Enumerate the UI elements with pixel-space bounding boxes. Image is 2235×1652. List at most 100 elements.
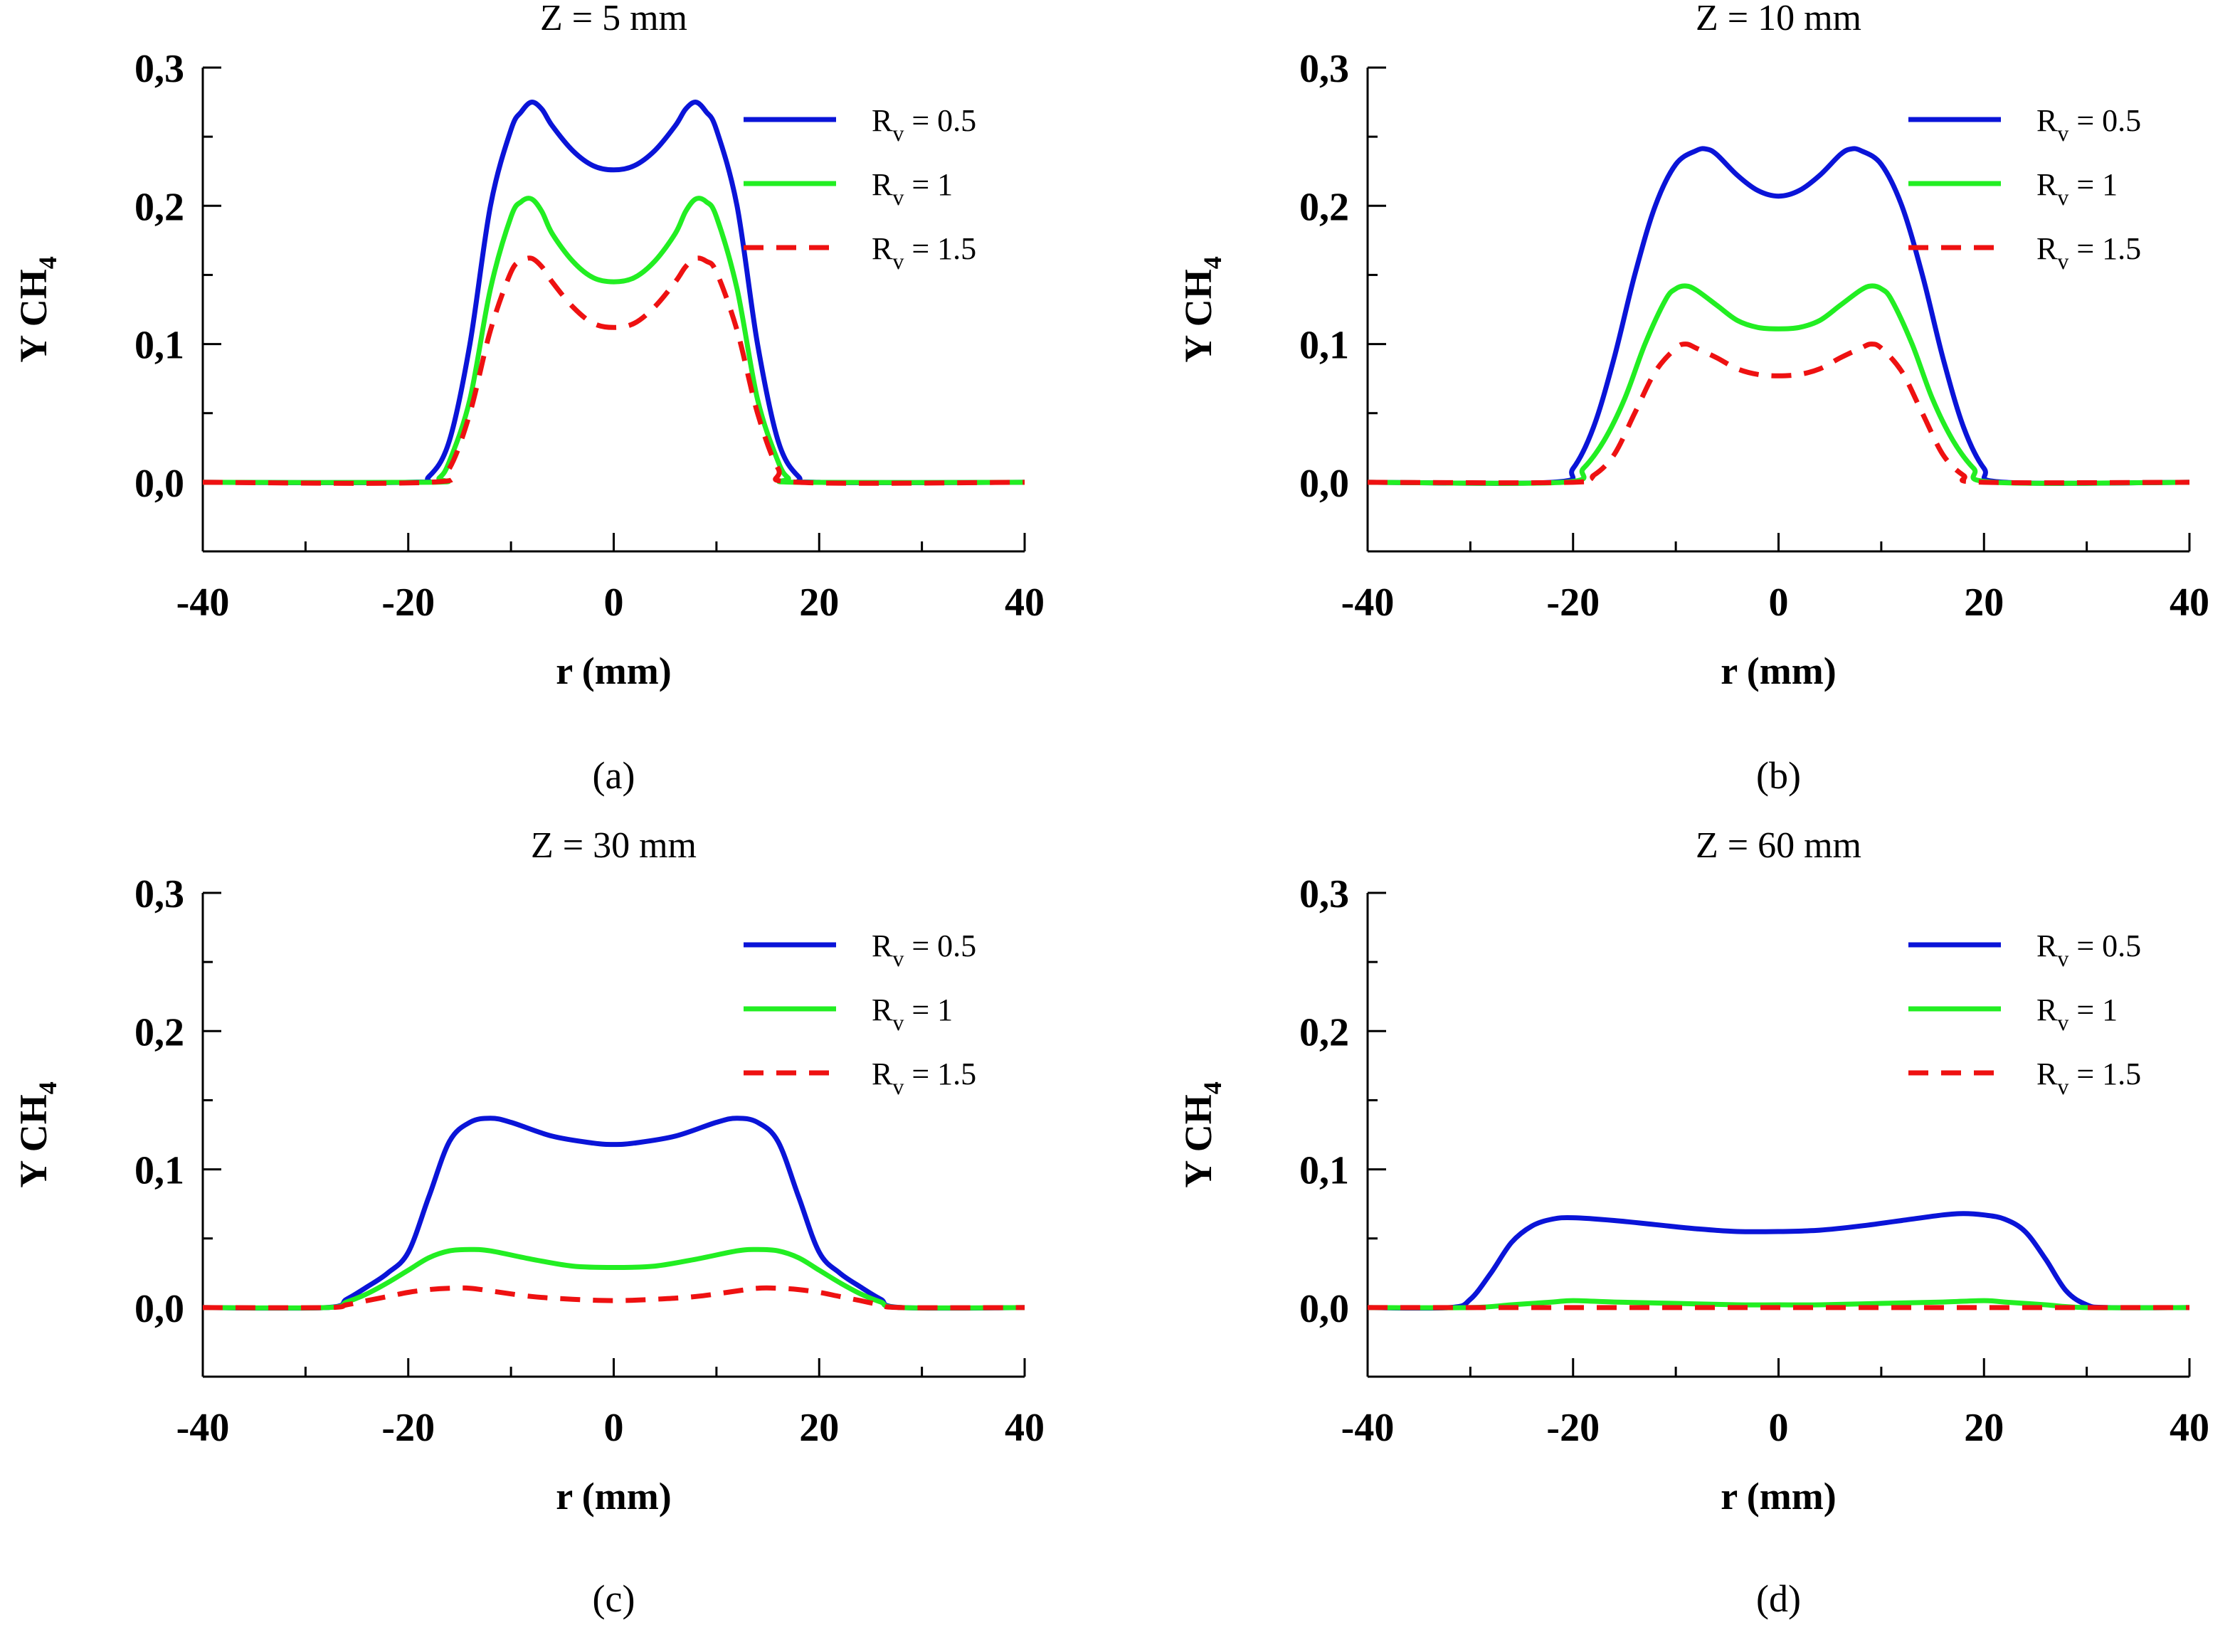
y-axis-label-main: Y CH bbox=[1177, 1094, 1220, 1188]
legend-label-subscript: v bbox=[2057, 1074, 2068, 1099]
x-axis-label: r (mm) bbox=[556, 1475, 671, 1518]
legend-label-main: R bbox=[2036, 231, 2058, 266]
legend-label-rest: = 0.5 bbox=[2068, 928, 2141, 963]
series-line-rv-1-5 bbox=[202, 1285, 1025, 1311]
legend-label-subscript: v bbox=[2057, 120, 2068, 146]
y-tick-label: 0,0 bbox=[134, 462, 184, 506]
y-tick-label: 0,2 bbox=[134, 185, 184, 229]
chart-title: Z = 5 mm bbox=[540, 0, 687, 38]
chart-panel-2: 0,0 0,1 0,2 0,3 -40 -20 0 20 40 r (mm) Y CH4 Z = 10… bbox=[1177, 0, 2209, 797]
x-tick-label: 20 bbox=[1964, 1406, 2004, 1450]
legend-entry-label: Rv = 1 bbox=[2036, 992, 2118, 1035]
series-line-rv-1 bbox=[202, 196, 1025, 485]
y-axis-label: Y CH4 bbox=[1177, 256, 1227, 363]
x-tick-label: 20 bbox=[799, 581, 839, 625]
legend-label-rest: = 1.5 bbox=[904, 231, 976, 266]
legend-label-rest: = 0.5 bbox=[2068, 103, 2141, 138]
chart-panel-3: 0,0 0,1 0,2 0,3 -40 -20 0 20 40 r (mm) Y CH4 Z = 30… bbox=[12, 825, 1045, 1620]
legend-label-subscript: v bbox=[892, 248, 904, 274]
legend-label-main: R bbox=[872, 928, 893, 963]
y-tick-label: 0,0 bbox=[134, 1287, 184, 1331]
y-axis-label: Y CH4 bbox=[12, 1081, 62, 1188]
legend-entry-label: Rv = 0.5 bbox=[2036, 103, 2141, 146]
legend-label-rest: = 1 bbox=[2068, 992, 2118, 1027]
legend-label-rest: = 0.5 bbox=[904, 928, 976, 963]
series-line-rv-1-5 bbox=[202, 255, 1025, 486]
y-tick-label: 0,1 bbox=[1299, 324, 1349, 368]
panel-caption: (d) bbox=[1756, 1577, 1801, 1620]
x-tick-label: 40 bbox=[2170, 581, 2209, 625]
legend-entry-label: Rv = 0.5 bbox=[2036, 928, 2141, 971]
x-tick-label: 0 bbox=[604, 1406, 624, 1450]
legend-label-subscript: v bbox=[892, 184, 904, 210]
y-tick-label: 0,3 bbox=[1299, 872, 1349, 916]
legend-label-rest: = 1 bbox=[904, 167, 953, 202]
y-axis-label-main: Y CH bbox=[1177, 269, 1220, 363]
chart-title: Z = 60 mm bbox=[1696, 825, 1861, 866]
y-axis-label-main: Y CH bbox=[12, 1094, 55, 1188]
legend-label-rest: = 1.5 bbox=[904, 1057, 976, 1091]
panel-caption: (a) bbox=[593, 754, 635, 797]
x-tick-label: -40 bbox=[176, 581, 230, 625]
legend-label-main: R bbox=[872, 1057, 893, 1091]
legend-label-rest: = 1.5 bbox=[2068, 1057, 2141, 1091]
x-tick-label: -20 bbox=[381, 1406, 435, 1450]
legend-label-main: R bbox=[2036, 167, 2058, 202]
y-axis-label-subscript: 4 bbox=[1198, 256, 1227, 269]
legend-label-subscript: v bbox=[892, 946, 904, 971]
legend-entry-label: Rv = 1 bbox=[872, 167, 953, 210]
legend-entry-label: Rv = 1.5 bbox=[872, 1057, 976, 1099]
x-tick-label: -20 bbox=[1546, 1406, 1600, 1450]
x-tick-label: -40 bbox=[1341, 1406, 1395, 1450]
legend-label-rest: = 1 bbox=[904, 992, 953, 1027]
legend-entry-label: Rv = 1 bbox=[872, 992, 953, 1035]
chart-panel-4: 0,0 0,1 0,2 0,3 -40 -20 0 20 40 r (mm) Y CH4 Z = 60… bbox=[1177, 825, 2209, 1620]
series-line-rv-0-5 bbox=[1367, 146, 2190, 486]
legend-entry-label: Rv = 0.5 bbox=[872, 928, 976, 971]
y-tick-label: 0,3 bbox=[134, 47, 184, 91]
x-tick-label: 40 bbox=[1005, 1406, 1045, 1450]
y-axis-label: Y CH4 bbox=[1177, 1081, 1227, 1188]
legend-label-rest: = 1.5 bbox=[2068, 231, 2141, 266]
legend-entry-label: Rv = 1.5 bbox=[2036, 1057, 2141, 1099]
y-tick-label: 0,3 bbox=[1299, 47, 1349, 91]
x-tick-label: 20 bbox=[1964, 581, 2004, 625]
x-tick-label: -20 bbox=[1546, 581, 1600, 625]
legend-label-main: R bbox=[2036, 992, 2058, 1027]
y-tick-label: 0,2 bbox=[1299, 185, 1349, 229]
y-tick-label: 0,1 bbox=[134, 324, 184, 368]
y-axis-label-subscript: 4 bbox=[1198, 1081, 1227, 1094]
y-axis-label-main: Y CH bbox=[12, 269, 55, 363]
y-tick-label: 0,1 bbox=[1299, 1149, 1349, 1193]
y-tick-label: 0,0 bbox=[1299, 462, 1349, 506]
series-line-rv-0-5 bbox=[202, 1116, 1025, 1311]
y-tick-label: 0,0 bbox=[1299, 1287, 1349, 1331]
x-tick-label: 0 bbox=[1769, 1406, 1789, 1450]
x-axis-label: r (mm) bbox=[556, 650, 671, 692]
legend-label-main: R bbox=[2036, 1057, 2058, 1091]
series-line-rv-1 bbox=[1367, 1298, 2190, 1311]
y-tick-label: 0,1 bbox=[134, 1149, 184, 1193]
x-tick-label: 40 bbox=[2170, 1406, 2209, 1450]
y-tick-label: 0,2 bbox=[134, 1010, 184, 1054]
legend-label-main: R bbox=[872, 231, 893, 266]
x-tick-label: -40 bbox=[176, 1406, 230, 1450]
legend-label-subscript: v bbox=[2057, 1010, 2068, 1035]
legend-label-main: R bbox=[872, 992, 893, 1027]
chart-title: Z = 30 mm bbox=[531, 825, 697, 866]
x-tick-label: -20 bbox=[381, 581, 435, 625]
x-axis-label: r (mm) bbox=[1721, 650, 1836, 692]
x-tick-label: 40 bbox=[1005, 581, 1045, 625]
x-tick-label: -40 bbox=[1341, 581, 1395, 625]
legend-label-subscript: v bbox=[892, 1010, 904, 1035]
legend-label-rest: = 0.5 bbox=[904, 103, 976, 138]
y-axis-label-subscript: 4 bbox=[33, 1081, 62, 1094]
y-axis-label-subscript: 4 bbox=[33, 256, 62, 269]
x-axis-label: r (mm) bbox=[1721, 1475, 1836, 1518]
legend-label-main: R bbox=[2036, 103, 2058, 138]
series-line-rv-1 bbox=[1367, 283, 2190, 486]
panel-caption: (b) bbox=[1756, 754, 1801, 797]
legend-label-main: R bbox=[872, 103, 893, 138]
chart-title: Z = 10 mm bbox=[1696, 0, 1861, 38]
